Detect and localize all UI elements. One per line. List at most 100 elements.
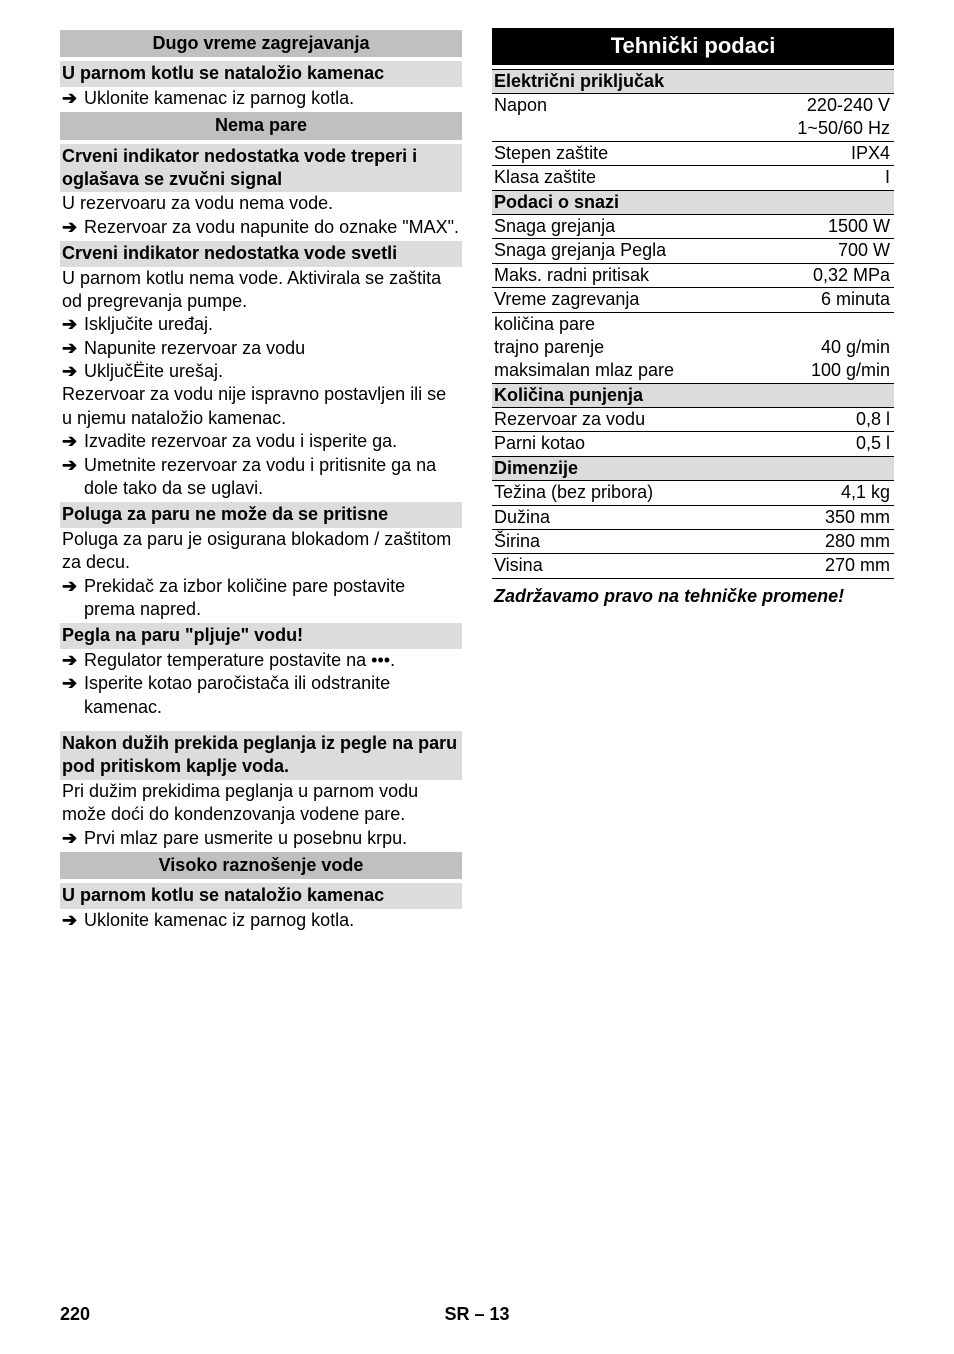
arrow-icon: ➔ (62, 575, 84, 598)
arrow-icon: ➔ (62, 430, 84, 453)
table-row: Dužina350 mm (492, 505, 894, 529)
spec-value: 4,1 kg (713, 481, 894, 505)
arrow-icon: ➔ (62, 87, 84, 110)
arrow-icon: ➔ (62, 649, 84, 672)
table-section-label: Podaci o snazi (492, 190, 894, 214)
paragraph: U rezervoaru za vodu nema vode. (60, 192, 462, 215)
bullet-text: Prvi mlaz pare usmerite u posebnu krpu. (84, 827, 460, 850)
bullet-text: Uklonite kamenac iz parnog kotla. (84, 87, 460, 110)
table-row: Širina280 mm (492, 530, 894, 554)
table-row: Napon220-240 V (492, 93, 894, 117)
spec-label (492, 117, 713, 141)
spec-value: 100 g/min (713, 359, 894, 383)
table-section-label: Dimenzije (492, 456, 894, 480)
spec-label: Težina (bez pribora) (492, 481, 713, 505)
table-section: Električni priključak (492, 69, 894, 93)
table-row: 1~50/60 Hz (492, 117, 894, 141)
spec-value: 700 W (713, 239, 894, 263)
bullet: ➔UključËite urešaj. (60, 360, 462, 383)
sub-drip: Nakon dužih prekida peglanja iz pegle na… (60, 731, 462, 780)
spec-value: 0,5 l (713, 432, 894, 456)
spec-value: 40 g/min (713, 336, 894, 359)
spec-label: Klasa zaštite (492, 166, 713, 190)
table-row: Snaga grejanja Pegla700 W (492, 239, 894, 263)
spec-label: Vreme zagrevanja (492, 288, 713, 312)
table-row: Težina (bez pribora)4,1 kg (492, 481, 894, 505)
table-row: Rezervoar za vodu0,8 l (492, 408, 894, 432)
table-section-label: Električni priključak (492, 69, 894, 93)
sub-spits: Pegla na paru "pljuje" vodu! (60, 623, 462, 648)
bullet: ➔ Rezervoar za vodu napunite do oznake "… (60, 216, 462, 239)
arrow-icon: ➔ (62, 337, 84, 360)
bullet: ➔ Uklonite kamenac iz parnog kotla. (60, 87, 462, 110)
bullet: ➔Prvi mlaz pare usmerite u posebnu krpu. (60, 827, 462, 850)
table-row: Maks. radni pritisak0,32 MPa (492, 263, 894, 287)
spec-label: Rezervoar za vodu (492, 408, 713, 432)
bullet: ➔Isperite kotao paročistača ili odstrani… (60, 672, 462, 719)
table-row: Parni kotao0,5 l (492, 432, 894, 456)
bullet-text: Umetnite rezervoar za vodu i pritisnite … (84, 454, 460, 501)
arrow-icon: ➔ (62, 454, 84, 477)
page-footer: 220 SR – 13 (60, 1303, 894, 1326)
bullet-text: Izvadite rezervoar za vodu i isperite ga… (84, 430, 460, 453)
table-row: trajno parenje40 g/min (492, 336, 894, 359)
table-section-label: Količina punjenja (492, 383, 894, 407)
bullet: ➔Regulator temperature postavite na •••. (60, 649, 462, 672)
spec-label: Snaga grejanja (492, 214, 713, 238)
spec-value: 1~50/60 Hz (713, 117, 894, 141)
heading-no-steam: Nema pare (60, 112, 462, 139)
spec-label: Stepen zaštite (492, 141, 713, 165)
spec-value: I (713, 166, 894, 190)
table-row: količina pare (492, 312, 894, 336)
table-row: Snaga grejanja1500 W (492, 214, 894, 238)
table-row: Klasa zaštiteI (492, 166, 894, 190)
spec-value: 220-240 V (713, 93, 894, 117)
specs-table: Električni priključakNapon220-240 V1~50/… (492, 69, 894, 579)
spec-value (713, 312, 894, 336)
tech-note: Zadržavamo pravo na tehničke promene! (492, 585, 894, 608)
bullet: ➔Napunite rezervoar za vodu (60, 337, 462, 360)
heading-water-carry: Visoko raznošenje vode (60, 852, 462, 879)
bullet: ➔Umetnite rezervoar za vodu i pritisnite… (60, 454, 462, 501)
bullet-text: Uklonite kamenac iz parnog kotla. (84, 909, 460, 932)
sub-scale-boiler-1: U parnom kotlu se nataložio kamenac (60, 61, 462, 86)
paragraph: Pri dužim prekidima peglanja u parnom vo… (60, 780, 462, 827)
spec-value: 1500 W (713, 214, 894, 238)
heading-tech-data: Tehnički podaci (492, 28, 894, 65)
spec-label: Dužina (492, 505, 713, 529)
bullet-text: UključËite urešaj. (84, 360, 460, 383)
table-row: maksimalan mlaz pare100 g/min (492, 359, 894, 383)
paragraph: Rezervoar za vodu nije ispravno postavlj… (60, 383, 462, 430)
spec-value: IPX4 (713, 141, 894, 165)
bullet: ➔Prekidač za izbor količine pare postavi… (60, 575, 462, 622)
table-section: Podaci o snazi (492, 190, 894, 214)
arrow-icon: ➔ (62, 216, 84, 239)
table-section: Dimenzije (492, 456, 894, 480)
spec-label: Snaga grejanja Pegla (492, 239, 713, 263)
spec-label: Visina (492, 554, 713, 578)
table-row: Vreme zagrevanja6 minuta (492, 288, 894, 312)
arrow-icon: ➔ (62, 827, 84, 850)
sub-red-on: Crveni indikator nedostatka vode svetli (60, 241, 462, 266)
spec-label: količina pare (492, 312, 713, 336)
bullet-text: Isključite uređaj. (84, 313, 460, 336)
bullet: ➔Uklonite kamenac iz parnog kotla. (60, 909, 462, 932)
spec-label: Širina (492, 530, 713, 554)
spec-value: 0,8 l (713, 408, 894, 432)
spec-label: Parni kotao (492, 432, 713, 456)
spec-value: 270 mm (713, 554, 894, 578)
spec-label: maksimalan mlaz pare (492, 359, 713, 383)
bullet-text: Isperite kotao paročistača ili odstranit… (84, 672, 460, 719)
arrow-icon: ➔ (62, 672, 84, 695)
bullet-text: Rezervoar za vodu napunite do oznake "MA… (84, 216, 460, 239)
arrow-icon: ➔ (62, 313, 84, 336)
bullet: ➔Isključite uređaj. (60, 313, 462, 336)
spec-value: 280 mm (713, 530, 894, 554)
bullet-text: Prekidač za izbor količine pare postavit… (84, 575, 460, 622)
left-column: Dugo vreme zagrejavanja U parnom kotlu s… (60, 28, 462, 932)
spec-value: 0,32 MPa (713, 263, 894, 287)
spec-value: 350 mm (713, 505, 894, 529)
table-row: Visina270 mm (492, 554, 894, 578)
sub-red-blink: Crveni indikator nedostatka vode treperi… (60, 144, 462, 193)
arrow-icon: ➔ (62, 360, 84, 383)
